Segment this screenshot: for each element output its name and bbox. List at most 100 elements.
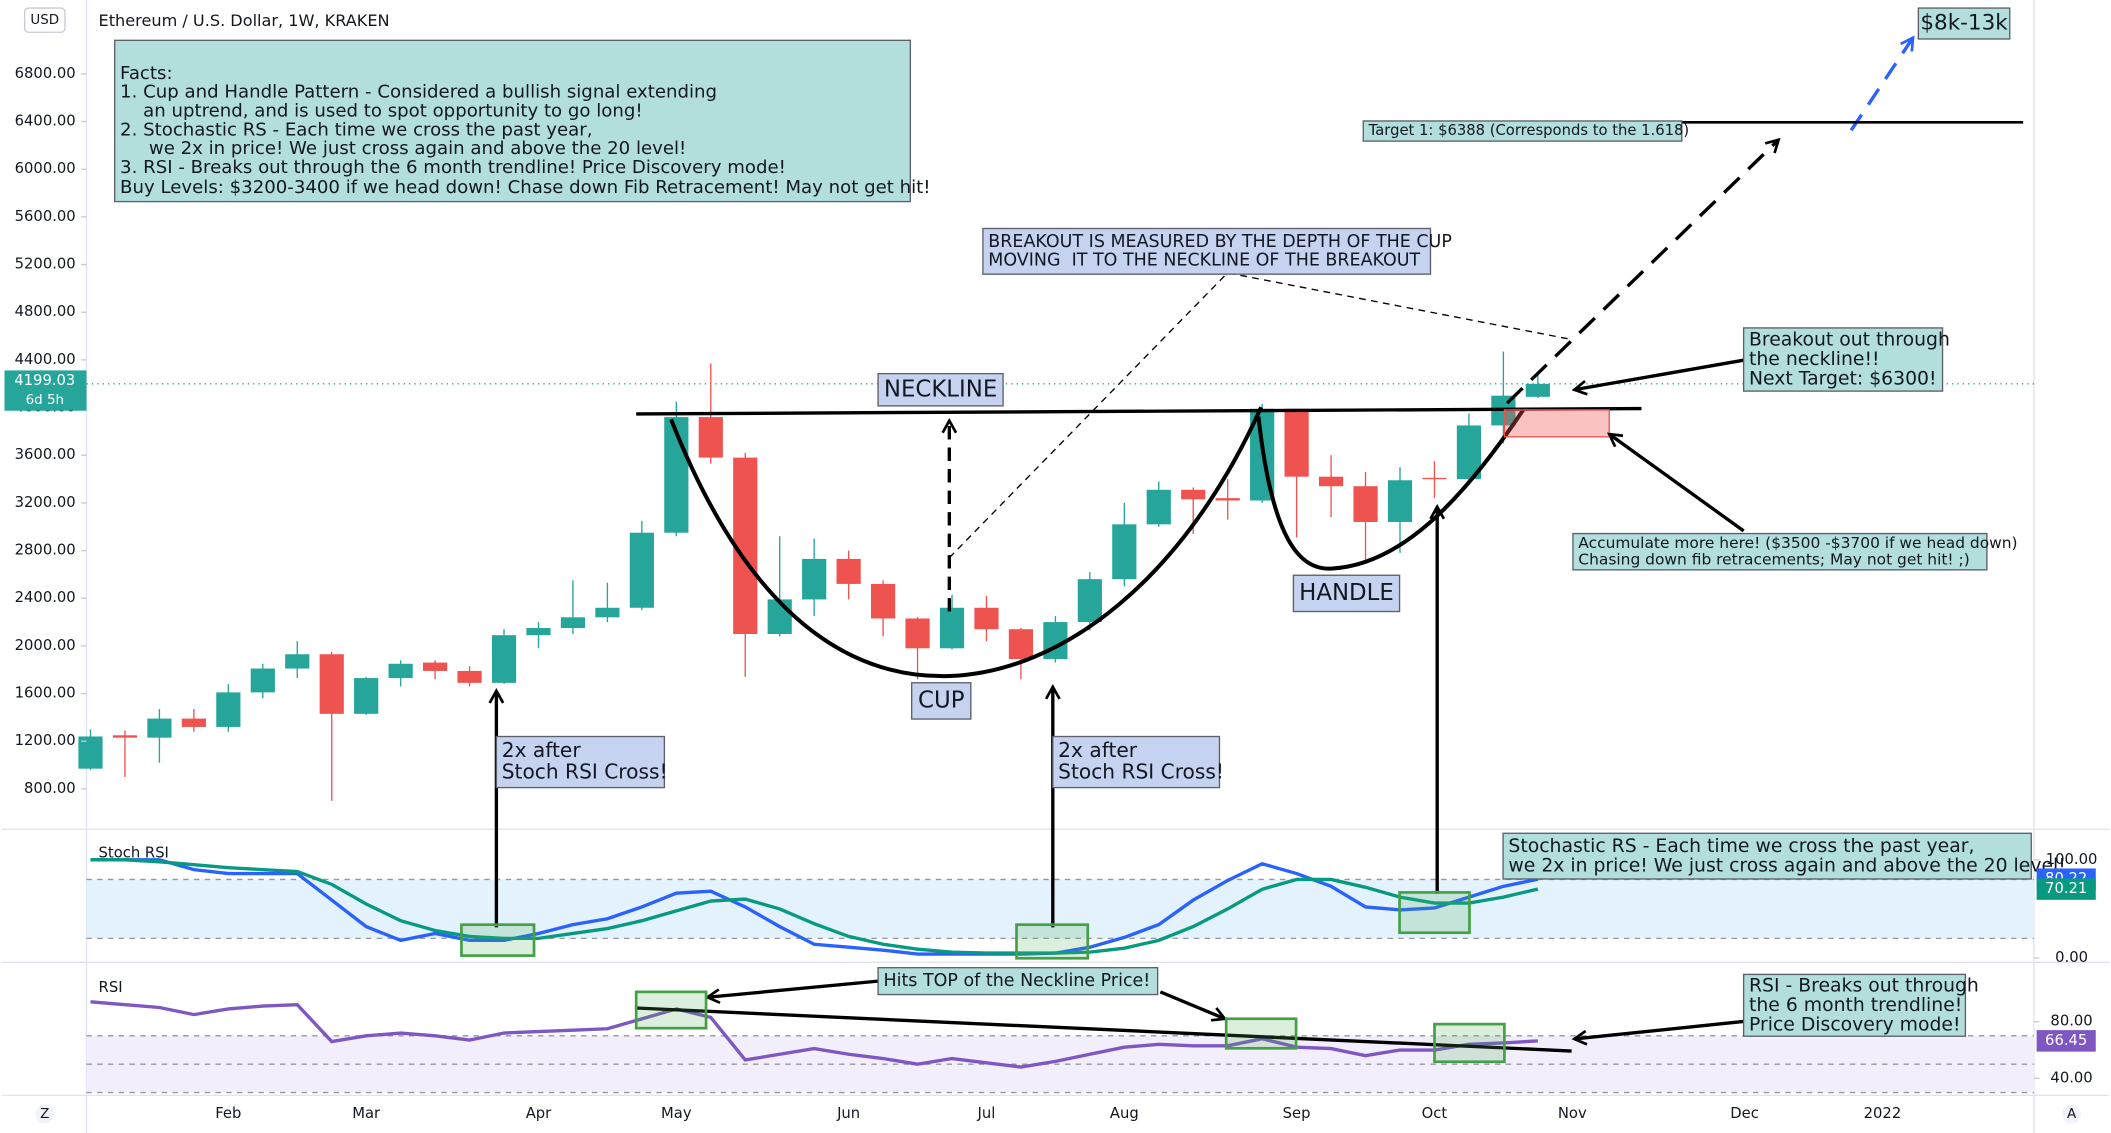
y-tick-label: 3200.00 <box>15 494 76 511</box>
annotation-text: CUP <box>918 687 964 713</box>
y-tick-label: 2000.00 <box>15 637 76 654</box>
drawings <box>460 38 2024 1064</box>
annotation-box <box>114 39 912 203</box>
candle-body <box>319 654 344 714</box>
pane-title: Stoch RSI <box>99 844 169 861</box>
y-tick-label: 5200.00 <box>15 256 76 273</box>
x-tick-label: Nov <box>1558 1105 1587 1122</box>
highlight-box <box>1433 1022 1506 1064</box>
y-tick-label: 1200.00 <box>15 732 76 749</box>
indicator-line <box>90 858 1539 956</box>
candle-body <box>939 607 965 649</box>
candle-body <box>1077 579 1102 623</box>
candle-body <box>216 692 241 727</box>
annotation-text: RSI - Breaks out through <box>1749 975 1979 996</box>
annotation-box <box>1742 973 1967 1037</box>
annotation-text: Next Target: $6300! <box>1749 369 1937 390</box>
highlight-box <box>1224 1017 1298 1050</box>
annotation-text: 3. RSI - Breaks out through the 6 month … <box>120 157 786 178</box>
x-tick-label: Oct <box>1422 1105 1448 1122</box>
annotation-box <box>1917 7 2011 40</box>
candle-body <box>423 662 448 671</box>
x-tick-label: Feb <box>215 1105 241 1122</box>
y-tick-label: 0.00 <box>2055 949 2088 966</box>
annotation-box <box>1052 735 1221 789</box>
last-value-label: 66.45 <box>2045 1032 2087 1049</box>
candle-body <box>595 607 620 618</box>
annotation-text: $8k-13k <box>1920 11 2008 36</box>
candle-body <box>560 617 586 629</box>
annotation-text: MOVING IT TO THE NECKLINE OF THE BREAKOU… <box>988 251 1420 271</box>
annotation-text: 2. Stochastic RS - Each time we cross th… <box>120 119 592 140</box>
last-price-badge <box>4 370 87 411</box>
neckline <box>636 406 1642 416</box>
rsi-trendline <box>636 1006 1572 1053</box>
y-tick-label: 80.00 <box>2050 1013 2092 1030</box>
annotation-text: an uptrend, and is used to spot opportun… <box>120 101 643 122</box>
candle-body <box>1112 524 1137 580</box>
last-price-label: 4199.03 <box>14 372 75 389</box>
candle-body <box>285 654 310 669</box>
y-tick-label: 800.00 <box>24 780 76 797</box>
candle-body <box>1422 477 1447 480</box>
x-tick-label: Dec <box>1730 1105 1759 1122</box>
candle-body <box>1284 408 1309 477</box>
x-tick-label: Aug <box>1110 1105 1139 1122</box>
candle-body <box>974 607 999 630</box>
annotation-text: Price Discovery mode! <box>1749 1014 1961 1035</box>
candle-body <box>147 718 172 738</box>
candle-body <box>457 670 482 683</box>
candle-body <box>836 558 861 584</box>
candle-body <box>905 618 930 649</box>
annotation-text: Facts: <box>120 63 172 84</box>
candle-body <box>1525 383 1550 397</box>
y-tick-label: 5600.00 <box>15 208 76 225</box>
arrow <box>1159 990 1225 1019</box>
zoom-icon[interactable]: Z <box>40 1107 49 1122</box>
annotation-text: BREAKOUT IS MEASURED BY THE DEPTH OF THE… <box>988 232 1452 252</box>
annotation-box <box>877 967 1159 996</box>
annotation-text: 2x after <box>502 738 582 762</box>
candle-body <box>1146 489 1171 525</box>
y-tick-label: 6800.00 <box>15 65 76 82</box>
candle-body <box>870 583 896 619</box>
annotation-text: Stochastic RS - Each time we cross the p… <box>1508 836 1974 857</box>
annotation-text: 2x after <box>1058 738 1138 762</box>
y-tick-label: 6000.00 <box>15 160 76 177</box>
auto-scale-icon[interactable]: A <box>2067 1107 2077 1122</box>
arrow <box>707 979 879 997</box>
chart-title: Ethereum / U.S. Dollar, 1W, KRAKEN <box>99 11 390 30</box>
annotation-text: we 2x in price! We just cross again and … <box>120 138 686 159</box>
candle-body <box>1008 629 1034 660</box>
candle-body <box>629 532 654 608</box>
x-tick-label: Jun <box>836 1105 860 1122</box>
x-tick-label: Mar <box>352 1105 381 1122</box>
highlight-box <box>1015 923 1090 960</box>
annotation-text: Accumulate more here! ($3500 -$3700 if w… <box>1578 534 2017 552</box>
x-tick-label: May <box>661 1105 692 1122</box>
x-tick-label: Jul <box>977 1105 996 1122</box>
candle-body <box>1353 486 1378 522</box>
candle-body <box>698 417 723 458</box>
candle-body <box>767 599 792 634</box>
candle-body <box>112 735 138 738</box>
last-value-label: 70.21 <box>2045 880 2087 897</box>
y-tick-label: 3600.00 <box>15 446 76 463</box>
annotation-box <box>1742 327 1944 392</box>
currency-badge[interactable] <box>23 7 66 33</box>
annotation-text: Chasing down fib retracements; May not g… <box>1578 550 1969 568</box>
last-value-badge <box>2036 1030 2096 1052</box>
annotation-text: Breakout out through <box>1749 330 1950 351</box>
y-tick-label: 2800.00 <box>15 542 76 559</box>
annotation-box <box>1292 574 1401 613</box>
auto-scale-button[interactable] <box>2062 1104 2081 1124</box>
last-value-badge <box>2036 878 2096 900</box>
candle-body <box>1318 476 1344 487</box>
indicator-line <box>90 858 1539 955</box>
currency: USD <box>30 13 59 28</box>
y-tick-label: 4800.00 <box>15 303 76 320</box>
zoom-button[interactable] <box>35 1104 55 1124</box>
x-tick-label: Sep <box>1283 1105 1311 1122</box>
y-tick-label: 100.00 <box>2046 851 2098 868</box>
